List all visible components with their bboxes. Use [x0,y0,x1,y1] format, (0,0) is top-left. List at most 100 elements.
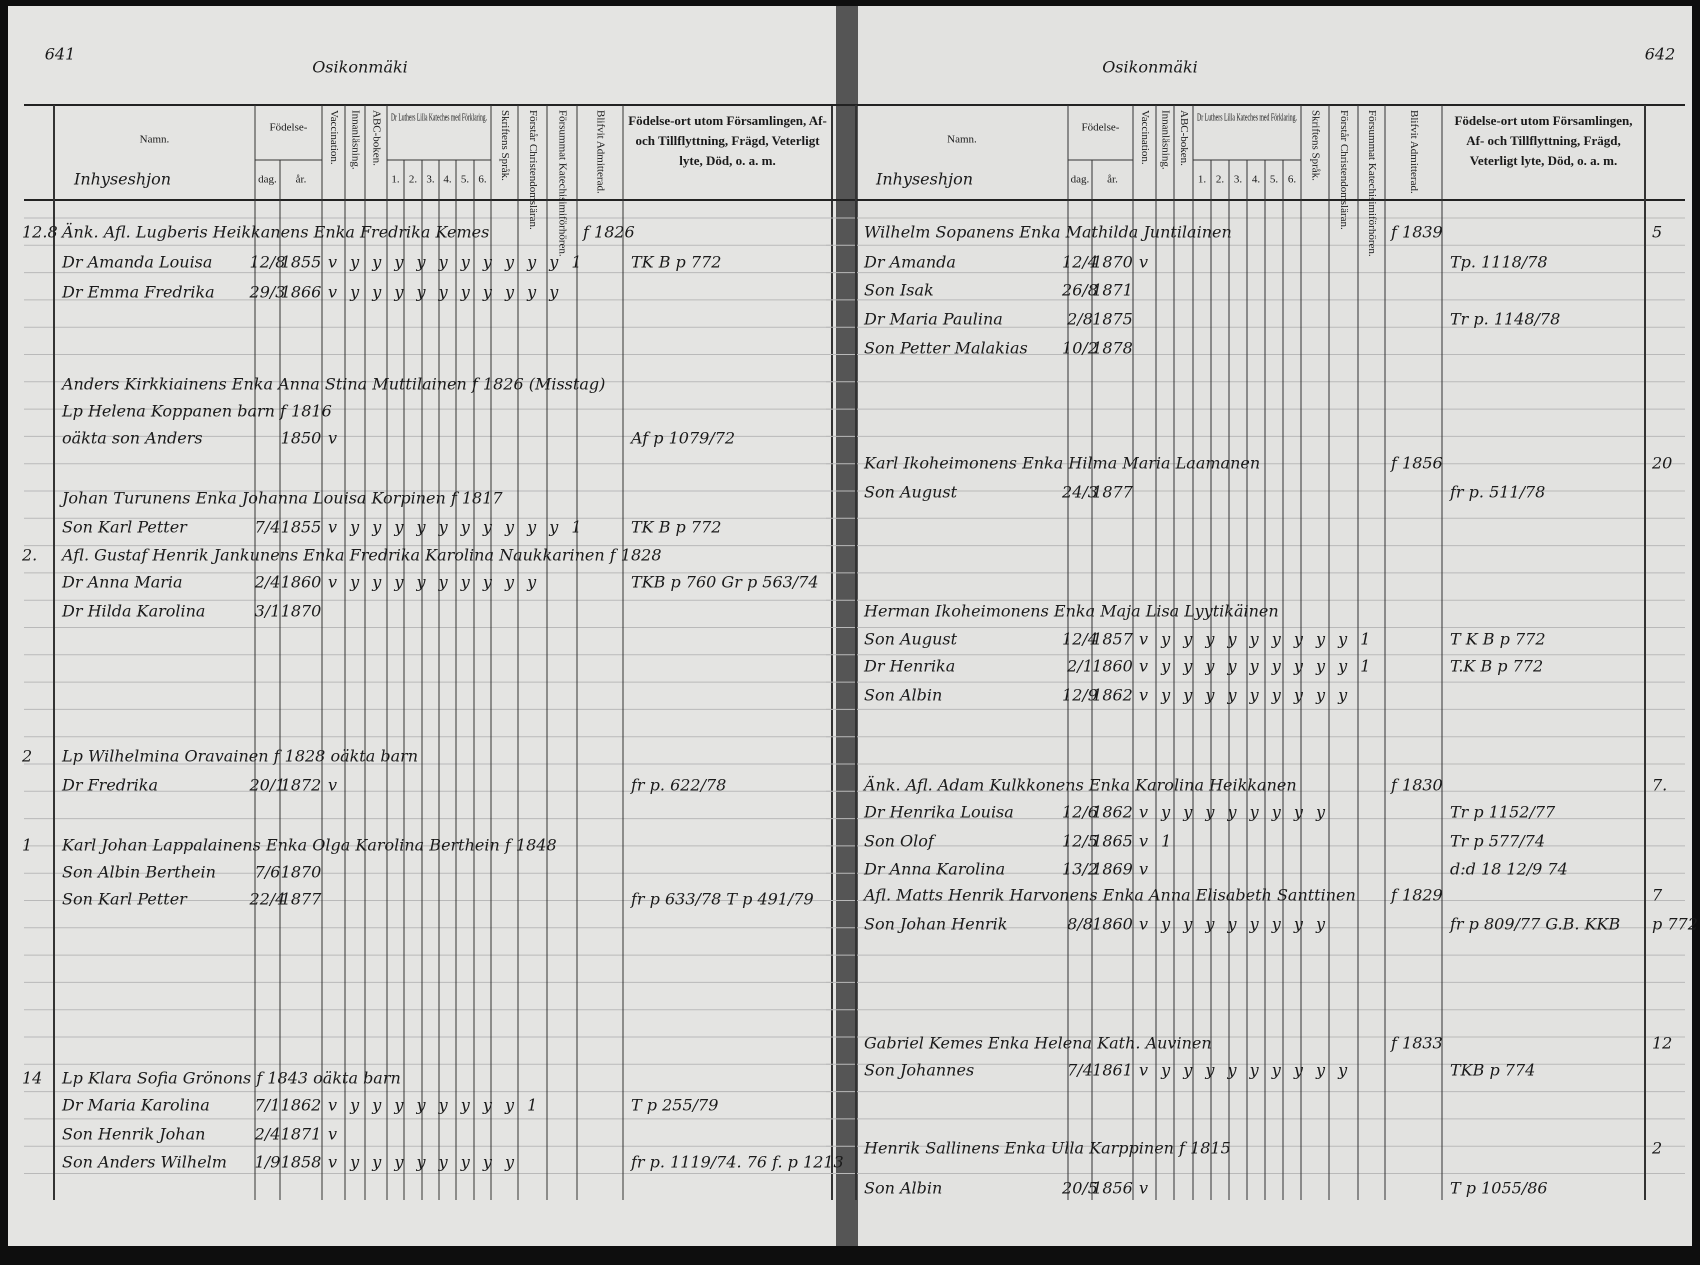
row-year: 1866 [281,283,322,302]
row-marks: v y y y y y y y y y y 1 [328,253,586,272]
row-name: Henrik Sallinens Enka Ulla Karppinen f 1… [863,1139,1231,1158]
row-year: 1871 [1092,281,1133,300]
row-note: fr p 633/78 T p 491/79 [630,890,814,909]
row-day: 10/2 [1062,339,1098,358]
header-abc: ABC-boken. [370,110,382,166]
row-margin: 14 [22,1069,42,1088]
row-day: 8/8 [1067,915,1093,934]
header-scripture: Skriftens Språk. [1309,110,1321,181]
header-name: Namn. [140,134,170,146]
row-note: TK B p 772 [631,518,721,537]
page-number: 641 [45,45,76,64]
row-year: 1877 [281,890,323,909]
row-note: TKB p 760 Gr p 563/74 [631,573,819,592]
row-name: Lp Klara Sofia Grönons f 1843 oäkta barn [61,1069,401,1088]
row-note: f 1829 [1390,886,1443,905]
row-note: T p 255/79 [631,1096,718,1115]
page-title: Osikonmäki [1102,58,1198,77]
row-year: 1870 [281,863,322,882]
section-label: Inhyseshjon [73,170,171,189]
row-year: 1865 [1092,832,1133,851]
row-year: 1861 [1092,1061,1133,1080]
header-catechism-part: 4. [443,174,452,186]
row-day: 3/1 [255,602,281,621]
row-name: Lp Helena Koppanen barn f 1816 [61,402,332,421]
row-name: Dr Amanda [863,253,956,272]
row-marks: v [1139,1179,1152,1198]
row-day: 12/4 [1062,253,1098,272]
row-day: 12/6 [1062,803,1098,822]
row-note: Tr p. 1148/78 [1450,310,1560,329]
row-name: Dr Amanda Louisa [61,253,212,272]
row-name: Son Petter Malakias [864,339,1028,358]
row-marks: v y y y y y y y y y y 1 [328,518,586,537]
row-year: 1875 [1092,310,1133,329]
header-day: dag. [1071,174,1090,186]
row-name: Son Albin [864,686,942,705]
row-marks: v y y y y y y y y y 1 [1139,630,1374,649]
row-name: Son Karl Petter [62,890,188,909]
row-marks: v y y y y y y y y y 1 [1139,657,1374,676]
row-margin: 12.8 [22,223,58,242]
row-note: f 1856 [1390,454,1443,473]
row-year: 1857 [1092,630,1134,649]
row-year: 1860 [281,573,322,592]
header-catechism-part: 3. [1234,174,1243,186]
row-year: 1877 [1092,483,1134,502]
row-year: 1860 [1092,657,1133,676]
header-year: år. [1107,174,1118,186]
row-name: Lp Wilhelmina Oravainen f 1828 oäkta bar… [61,747,418,766]
row-day: 7/4 [1067,1061,1093,1080]
row-name: Dr Maria Paulina [863,310,1003,329]
header-catechism-part: 3. [426,174,435,186]
row-note: d:d 18 12/9 74 [1450,860,1568,879]
row-marks: v y y y y y y y y 1 [328,1096,541,1115]
row-year: 1855 [281,253,322,272]
row-marks: v [328,776,341,795]
row-marks: v [328,1125,341,1144]
row-year: 1871 [281,1125,322,1144]
row-year: 1858 [281,1153,322,1172]
row-day: 7/6 [255,863,281,882]
header-name: Namn. [947,134,977,146]
header-remarks: Födelse-ort utom Församlingen, Af- och T… [1454,113,1633,168]
row-year: 1870 [281,602,322,621]
row-marks: v [328,429,341,448]
row-name: Son Johan Henrik [864,915,1007,934]
header-missed: Försummat Katechisimiförhören. [556,110,568,257]
row-note: TK B p 772 [631,253,721,272]
row-note: Af p 1079/72 [629,429,735,448]
row-name: oäkta son Anders [62,429,203,448]
row-name: Son Isak [864,281,934,300]
row-marks: v y y y y y y y y y y [328,283,562,302]
row-name: Son August [864,630,958,649]
row-note: fr p. 1119/74. 76 f. p 1213 [630,1153,844,1172]
row-name: Dr Maria Karolina [61,1096,210,1115]
page-title: Osikonmäki [312,58,408,77]
row-year: 1860 [1092,915,1133,934]
header-catechism-part: 6. [478,174,487,186]
right-page [852,6,1692,1246]
row-year: 1862 [281,1096,322,1115]
row-day: 20/5 [1061,1179,1098,1198]
row-year: 1855 [281,518,322,537]
row-day: 7/4 [255,518,281,537]
header-vaccination: Vaccination. [328,110,340,165]
row-day: 13/2 [1062,860,1098,879]
row-margin: 12 [1652,1034,1672,1053]
row-name: Johan Turunens Enka Johanna Louisa Korpi… [59,489,503,508]
row-day: 1/9 [255,1153,281,1172]
row-year: 1870 [1092,253,1133,272]
header-catechism-part: 2. [409,174,418,186]
row-year: 1872 [281,776,322,795]
row-year: 1862 [1092,803,1133,822]
row-note: fr p. 622/78 [630,776,726,795]
header-reading: Innanläsning. [349,110,361,170]
row-note: Tr p 577/74 [1450,832,1545,851]
header-catechism-part: 2. [1216,174,1225,186]
header-catechism-part: 6. [1288,174,1297,186]
row-margin: 5 [1652,223,1662,242]
row-day: 22/4 [249,890,286,909]
header-catechism: Dr Luthers Lilla Kateches med Förklaring… [1197,112,1297,124]
row-name: Änk. Afl. Lugberis Heikkanens Enka Fredr… [60,222,489,242]
